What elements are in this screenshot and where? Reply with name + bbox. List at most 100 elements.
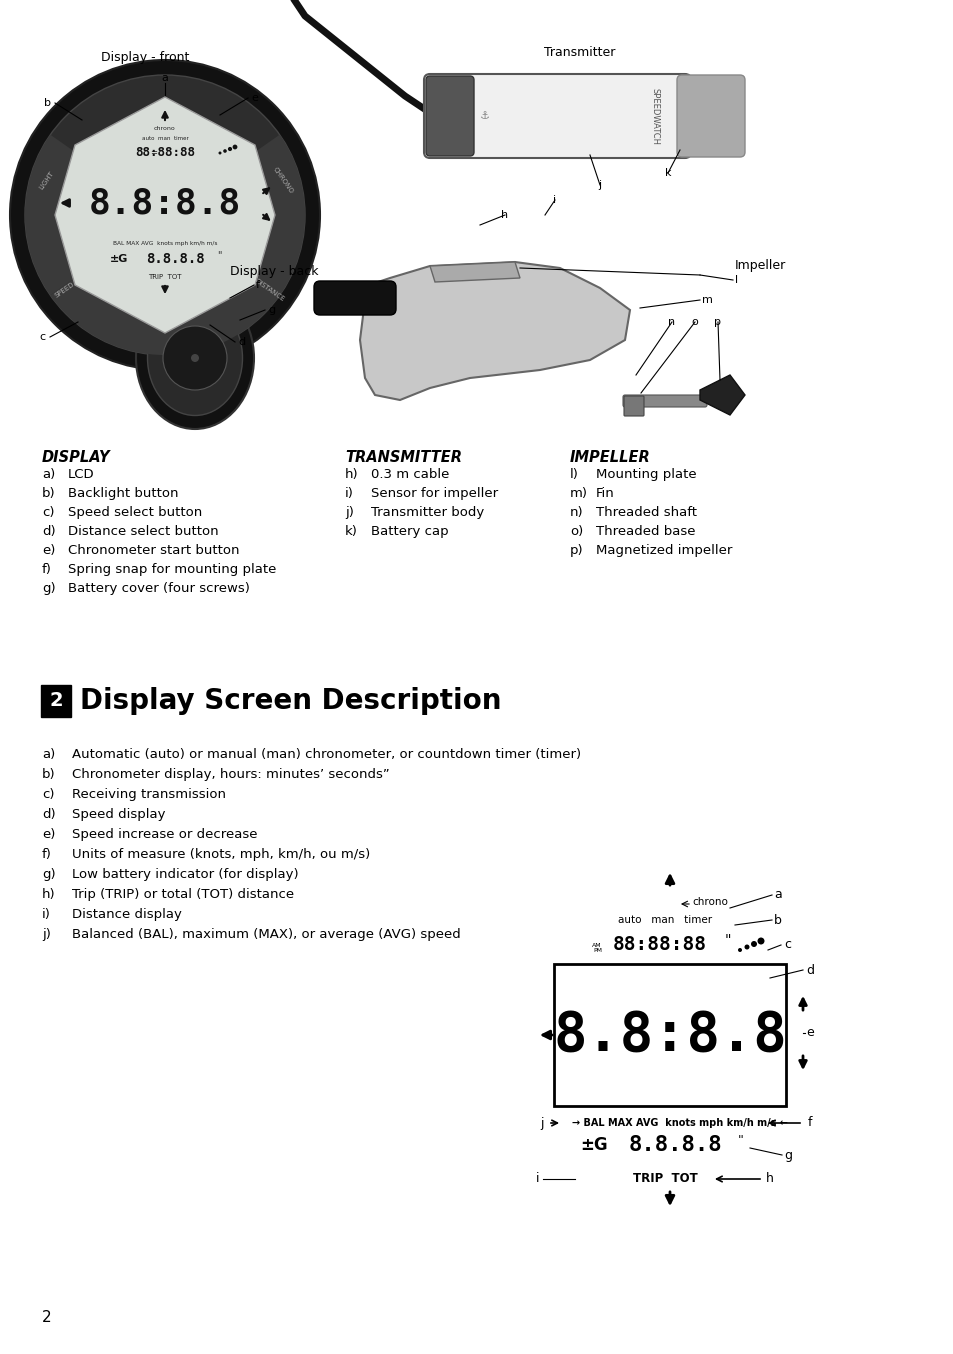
Text: 2: 2 <box>50 692 63 711</box>
Text: h: h <box>765 1173 773 1186</box>
Text: AM
PM: AM PM <box>592 942 601 953</box>
Text: Chronometer display, hours: minutes’ seconds”: Chronometer display, hours: minutes’ sec… <box>71 768 390 781</box>
FancyBboxPatch shape <box>677 74 744 157</box>
Text: ": " <box>724 933 731 946</box>
Wedge shape <box>165 134 305 295</box>
Text: i: i <box>553 195 556 204</box>
Text: h: h <box>501 210 508 219</box>
FancyBboxPatch shape <box>41 685 71 718</box>
Text: 8.8.8.8: 8.8.8.8 <box>146 252 204 265</box>
Text: DISTANCE: DISTANCE <box>253 278 286 302</box>
Text: Units of measure (knots, mph, km/h, ou m/s): Units of measure (knots, mph, km/h, ou m… <box>71 848 370 861</box>
Text: ⚓: ⚓ <box>479 111 490 121</box>
Text: Threaded base: Threaded base <box>596 525 695 538</box>
Text: Backlight button: Backlight button <box>68 487 178 500</box>
Text: =: = <box>150 149 157 157</box>
Text: n): n) <box>569 506 583 519</box>
Circle shape <box>25 74 305 355</box>
Text: TRANSMITTER: TRANSMITTER <box>345 450 461 464</box>
Text: TRIP  TOT: TRIP TOT <box>148 274 182 280</box>
Text: IMPELLER: IMPELLER <box>569 450 650 464</box>
Text: Impeller: Impeller <box>734 260 785 272</box>
Text: h): h) <box>345 468 358 481</box>
Text: m: m <box>701 295 712 305</box>
Text: e): e) <box>42 829 55 841</box>
Polygon shape <box>55 97 274 333</box>
Text: Transmitter body: Transmitter body <box>371 506 484 519</box>
Text: p): p) <box>569 544 583 556</box>
Text: ": " <box>216 250 221 260</box>
Text: g): g) <box>42 582 55 594</box>
Text: a): a) <box>42 747 55 761</box>
Text: DISPLAY: DISPLAY <box>42 450 111 464</box>
Ellipse shape <box>148 301 242 416</box>
Circle shape <box>10 60 319 370</box>
Text: a: a <box>161 73 169 83</box>
Text: Distance select button: Distance select button <box>68 525 218 538</box>
Text: Display - back: Display - back <box>230 264 318 278</box>
Polygon shape <box>359 263 629 399</box>
Text: c): c) <box>42 788 54 802</box>
Text: b: b <box>773 914 781 926</box>
Text: Low battery indicator (for display): Low battery indicator (for display) <box>71 868 298 881</box>
Text: auto  man  timer: auto man timer <box>141 135 188 141</box>
Text: Display Screen Description: Display Screen Description <box>80 686 501 715</box>
Text: b: b <box>45 97 51 108</box>
FancyBboxPatch shape <box>623 395 643 416</box>
Text: ": " <box>738 1135 743 1147</box>
Text: k): k) <box>345 525 357 538</box>
Circle shape <box>743 945 749 949</box>
Wedge shape <box>165 215 279 355</box>
Circle shape <box>750 941 757 946</box>
Text: g): g) <box>42 868 55 881</box>
Text: g: g <box>268 305 275 315</box>
Text: i: i <box>536 1173 539 1186</box>
Text: i): i) <box>345 487 354 500</box>
Text: Automatic (auto) or manual (man) chronometer, or countdown timer (timer): Automatic (auto) or manual (man) chronom… <box>71 747 580 761</box>
Text: d: d <box>805 964 813 976</box>
Text: 88:88:88: 88:88:88 <box>613 936 706 955</box>
FancyBboxPatch shape <box>554 964 785 1106</box>
Text: j: j <box>598 180 601 190</box>
Text: ±G: ±G <box>579 1136 607 1154</box>
Text: SPEED: SPEED <box>54 282 76 299</box>
Text: n: n <box>668 317 675 328</box>
Text: l: l <box>734 275 738 284</box>
Text: a: a <box>773 888 781 902</box>
Text: o): o) <box>569 525 582 538</box>
Text: Balanced (BAL), maximum (MAX), or average (AVG) speed: Balanced (BAL), maximum (MAX), or averag… <box>71 927 460 941</box>
Text: o: o <box>691 317 698 328</box>
Wedge shape <box>25 134 165 295</box>
Text: 2: 2 <box>42 1311 51 1326</box>
Text: LCD: LCD <box>68 468 94 481</box>
Text: a): a) <box>42 468 55 481</box>
Text: d: d <box>238 337 245 347</box>
Text: d): d) <box>42 808 55 821</box>
Text: Distance display: Distance display <box>71 909 182 921</box>
Text: auto   man   timer: auto man timer <box>618 915 711 925</box>
Circle shape <box>218 152 221 154</box>
Text: c: c <box>783 938 791 952</box>
Text: j): j) <box>42 927 51 941</box>
Ellipse shape <box>136 287 253 429</box>
Text: Trip (TRIP) or total (TOT) distance: Trip (TRIP) or total (TOT) distance <box>71 888 294 900</box>
Text: k: k <box>664 168 671 177</box>
FancyBboxPatch shape <box>622 395 706 408</box>
Text: m): m) <box>569 487 587 500</box>
Text: 8.8.8.8: 8.8.8.8 <box>627 1135 721 1155</box>
Text: e: e <box>805 1026 813 1040</box>
Text: Speed increase or decrease: Speed increase or decrease <box>71 829 257 841</box>
Text: f: f <box>255 280 260 290</box>
Text: 0.3 m cable: 0.3 m cable <box>371 468 449 481</box>
Text: 88:88:88: 88:88:88 <box>135 146 194 160</box>
Circle shape <box>233 145 237 149</box>
Text: Transmitter: Transmitter <box>544 46 615 58</box>
Text: Display - front: Display - front <box>101 51 189 65</box>
Text: Battery cover (four screws): Battery cover (four screws) <box>68 582 250 594</box>
Text: Speed display: Speed display <box>71 808 165 821</box>
Text: Chronometer start button: Chronometer start button <box>68 544 239 556</box>
Text: Threaded shaft: Threaded shaft <box>596 506 697 519</box>
Text: e: e <box>252 93 258 103</box>
Text: Magnetized impeller: Magnetized impeller <box>596 544 732 556</box>
Text: f): f) <box>42 563 51 575</box>
